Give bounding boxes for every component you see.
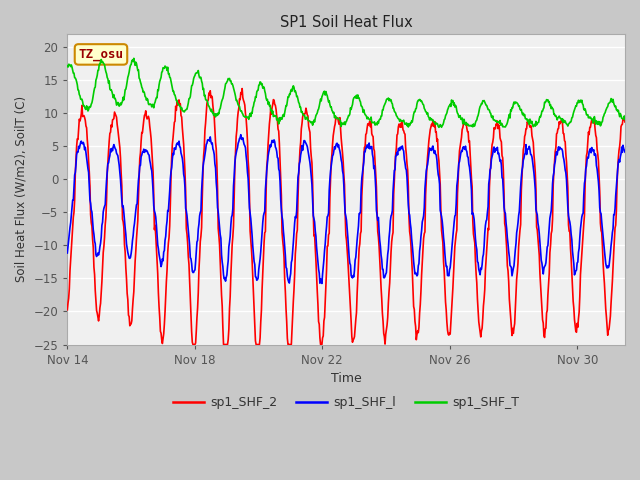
sp1_SHF_2 xyxy=(63,307,71,312)
sp1_SHF_2 xyxy=(343,247,351,252)
Title: SP1 Soil Heat Flux: SP1 Soil Heat Flux xyxy=(280,15,413,30)
sp1_SHF_l xyxy=(63,250,71,256)
sp1_SHF_l xyxy=(205,137,212,143)
sp1_SHF_T xyxy=(378,113,385,119)
sp1_SHF_l xyxy=(378,266,386,272)
Line: sp1_SHF_l: sp1_SHF_l xyxy=(67,135,625,284)
sp1_SHF_T xyxy=(342,119,350,124)
sp1_SHF_l xyxy=(303,142,310,148)
sp1_SHF_l xyxy=(376,238,383,243)
Legend: sp1_SHF_2, sp1_SHF_l, sp1_SHF_T: sp1_SHF_2, sp1_SHF_l, sp1_SHF_T xyxy=(168,391,525,414)
Y-axis label: Soil Heat Flux (W/m2), SoilT (C): Soil Heat Flux (W/m2), SoilT (C) xyxy=(15,96,28,282)
sp1_SHF_l xyxy=(621,149,629,155)
sp1_SHF_2 xyxy=(440,268,448,274)
Line: sp1_SHF_2: sp1_SHF_2 xyxy=(67,88,625,345)
sp1_SHF_l xyxy=(343,226,351,232)
sp1_SHF_2 xyxy=(189,342,196,348)
sp1_SHF_2 xyxy=(378,310,386,316)
sp1_SHF_T xyxy=(130,56,138,61)
sp1_SHF_2 xyxy=(621,119,629,125)
sp1_SHF_2 xyxy=(376,256,383,262)
sp1_SHF_2 xyxy=(205,92,213,98)
sp1_SHF_T xyxy=(440,117,448,122)
sp1_SHF_2 xyxy=(238,85,246,91)
Line: sp1_SHF_T: sp1_SHF_T xyxy=(67,59,625,127)
sp1_SHF_l xyxy=(318,281,326,287)
sp1_SHF_T xyxy=(435,124,443,130)
sp1_SHF_l xyxy=(237,132,244,138)
sp1_SHF_T xyxy=(375,117,383,123)
sp1_SHF_l xyxy=(440,241,448,247)
sp1_SHF_T xyxy=(205,105,213,110)
X-axis label: Time: Time xyxy=(331,372,362,385)
sp1_SHF_2 xyxy=(303,112,311,118)
sp1_SHF_T xyxy=(63,63,71,69)
sp1_SHF_T xyxy=(303,115,310,120)
sp1_SHF_T xyxy=(621,117,629,122)
Text: TZ_osu: TZ_osu xyxy=(79,48,124,61)
